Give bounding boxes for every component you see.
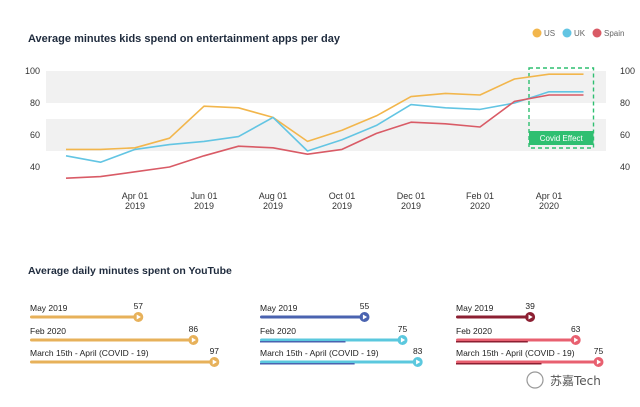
x-tick-year: 2020 — [470, 201, 490, 211]
play-icon — [416, 359, 421, 365]
legend-swatch-spain — [592, 28, 602, 38]
youtube-bar — [30, 360, 215, 364]
y-tick-right: 60 — [620, 130, 630, 140]
x-tick-month: Apr 01 — [536, 191, 563, 201]
legend-swatch-uk — [562, 28, 572, 38]
watermark-text: 苏嘉Tech — [550, 374, 601, 388]
bar-value-label: 86 — [189, 324, 199, 334]
play-icon — [362, 314, 368, 320]
youtube-bar-groups: May 2019 57 Feb 2020 86 March 15th - April (… — [30, 301, 604, 367]
grid-band-upper — [46, 71, 606, 103]
youtube-bar — [30, 338, 194, 342]
youtube-bar — [30, 315, 139, 319]
youtube-bar — [260, 315, 365, 319]
bar-category-label: Feb 2020 — [260, 326, 296, 336]
x-tick-year: 2019 — [194, 201, 214, 211]
y-tick-left: 60 — [30, 130, 40, 140]
play-icon — [191, 337, 196, 343]
x-tick-month: Apr 01 — [122, 191, 149, 201]
bar-category-label: March 15th - April (COVID - 19) — [456, 348, 575, 358]
series-line-us — [66, 73, 584, 151]
series-line-spain — [65, 94, 584, 179]
play-icon — [574, 337, 579, 343]
line-chart-title: Average minutes kids spend on entertainm… — [28, 33, 341, 45]
youtube-bar — [456, 338, 576, 342]
series-line-uk — [65, 91, 584, 163]
legend-swatch-us — [532, 28, 542, 38]
x-tick-year: 2019 — [401, 201, 421, 211]
watermark: 苏嘉Tech — [526, 371, 601, 389]
bar-value-label: 75 — [594, 346, 604, 356]
y-tick-right: 100 — [620, 66, 635, 76]
play-icon — [136, 314, 141, 320]
x-tick-month: Oct 01 — [329, 191, 356, 201]
play-icon — [212, 359, 217, 365]
bar-value-label: 39 — [525, 301, 535, 311]
bar-value-label: 57 — [134, 301, 144, 311]
bar-value-label: 75 — [398, 324, 408, 334]
legend-label-uk: UK — [574, 29, 586, 38]
bar-category-label: March 15th - April (COVID - 19) — [260, 348, 379, 358]
covid-effect-annotation: Covid Effect — [528, 67, 595, 149]
covid-effect-label: Covid Effect — [540, 134, 584, 143]
y-tick-right: 80 — [620, 98, 630, 108]
youtube-bar — [456, 315, 531, 319]
covid-effect-label-bg — [529, 131, 594, 145]
legend-label-spain: Spain — [604, 29, 624, 38]
wechat-icon — [526, 371, 544, 389]
bar-chart-title: Average daily minutes spent on YouTube — [28, 265, 232, 277]
x-tick-year: 2019 — [263, 201, 283, 211]
x-tick-month: Aug 01 — [259, 191, 288, 201]
line-chart-legend: US UK Spain — [532, 28, 624, 38]
youtube-bar-accent — [456, 363, 542, 365]
y-tick-left: 80 — [30, 98, 40, 108]
youtube-bar — [456, 360, 599, 364]
y-axis-ticks: 40 40 60 60 80 80 100 100 — [25, 66, 635, 172]
x-tick-month: Feb 01 — [466, 191, 494, 201]
play-icon — [596, 359, 602, 365]
x-tick-year: 2019 — [125, 201, 145, 211]
bar-value-label: 55 — [360, 301, 370, 311]
bar-category-label: Feb 2020 — [456, 326, 492, 336]
line-series — [65, 73, 584, 179]
bar-value-label: 63 — [571, 324, 581, 334]
x-tick-month: Jun 01 — [190, 191, 217, 201]
bar-value-label: 97 — [210, 346, 220, 356]
youtube-bar — [260, 360, 418, 364]
bar-category-label: May 2019 — [260, 303, 298, 313]
play-icon — [400, 337, 406, 343]
bar-value-label: 83 — [413, 346, 423, 356]
x-tick-month: Dec 01 — [397, 191, 426, 201]
bar-category-label: May 2019 — [30, 303, 68, 313]
legend-label-us: US — [544, 29, 555, 38]
youtube-bar-accent — [260, 341, 346, 343]
bar-category-label: May 2019 — [456, 303, 494, 313]
y-tick-left: 40 — [30, 162, 40, 172]
play-icon — [528, 314, 533, 320]
youtube-bar-accent — [456, 341, 528, 343]
bar-category-label: March 15th - April (COVID - 19) — [30, 348, 149, 358]
covid-effect-box — [528, 67, 595, 149]
bar-category-label: Feb 2020 — [30, 326, 66, 336]
x-tick-year: 2020 — [539, 201, 559, 211]
youtube-bar-accent — [260, 363, 355, 365]
youtube-bar — [260, 338, 403, 342]
x-tick-year: 2019 — [332, 201, 352, 211]
y-tick-right: 40 — [620, 162, 630, 172]
y-tick-left: 100 — [25, 66, 40, 76]
